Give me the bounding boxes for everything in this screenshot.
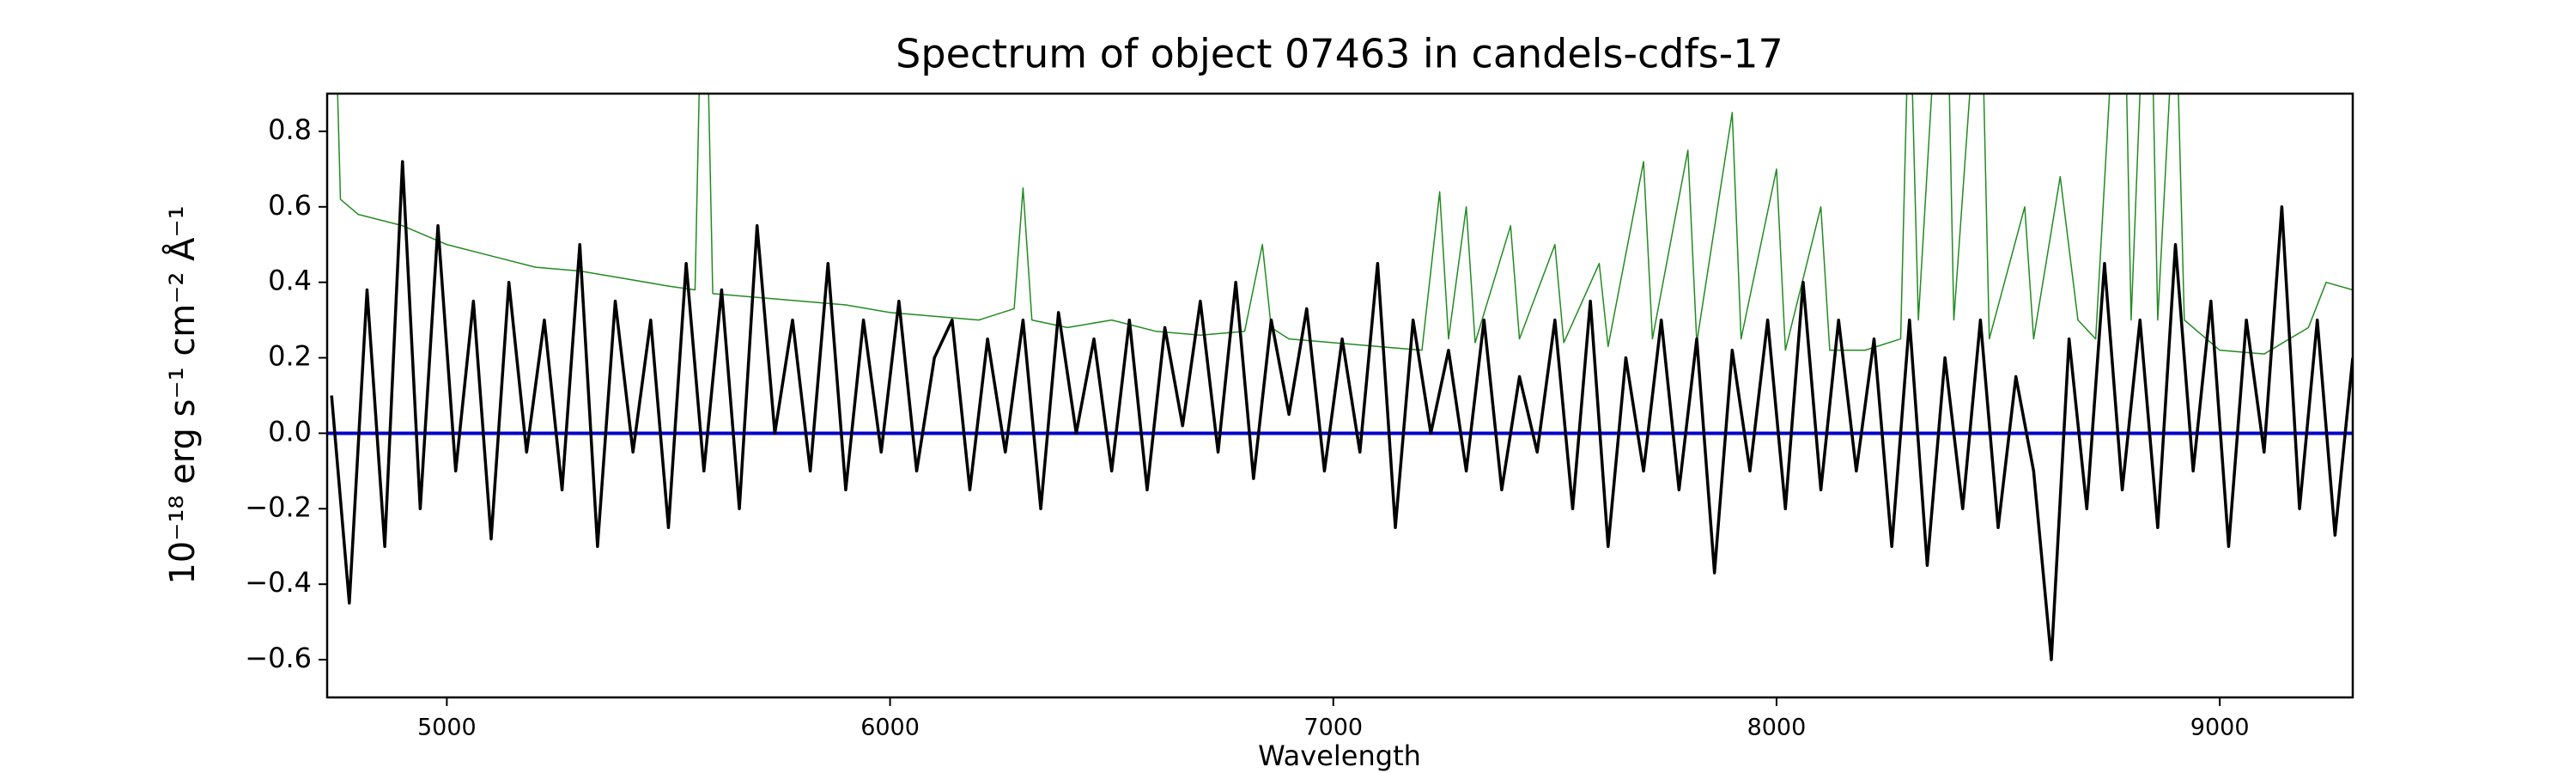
chart-title: Spectrum of object 07463 in candels-cdfs… <box>896 31 1783 77</box>
y-tick-label: 0.8 <box>268 113 312 146</box>
x-axis-label: Wavelength <box>1258 740 1421 772</box>
x-tick-label: 6000 <box>860 715 920 741</box>
x-tick-label: 5000 <box>417 715 477 741</box>
spectrum-line <box>337 94 2353 355</box>
x-tick-label: 8000 <box>1747 715 1807 741</box>
y-tick-label: 0.0 <box>268 415 312 447</box>
y-tick-label: −0.2 <box>245 490 312 523</box>
y-tick-label: −0.6 <box>245 642 312 674</box>
y-tick-label: −0.4 <box>245 566 312 599</box>
y-tick-label: 0.4 <box>268 265 312 297</box>
y-tick-label: 0.6 <box>268 189 312 222</box>
spectrum-line <box>330 160 2353 661</box>
plot-area <box>327 94 2353 661</box>
x-tick-label: 7000 <box>1303 715 1363 741</box>
axes-frame <box>325 92 2354 699</box>
y-axis-label: 10⁻¹⁸ erg s⁻¹ cm⁻² Å⁻¹ <box>161 205 203 584</box>
y-tick-label: 0.2 <box>268 340 312 373</box>
x-tick-label: 9000 <box>2190 715 2250 741</box>
